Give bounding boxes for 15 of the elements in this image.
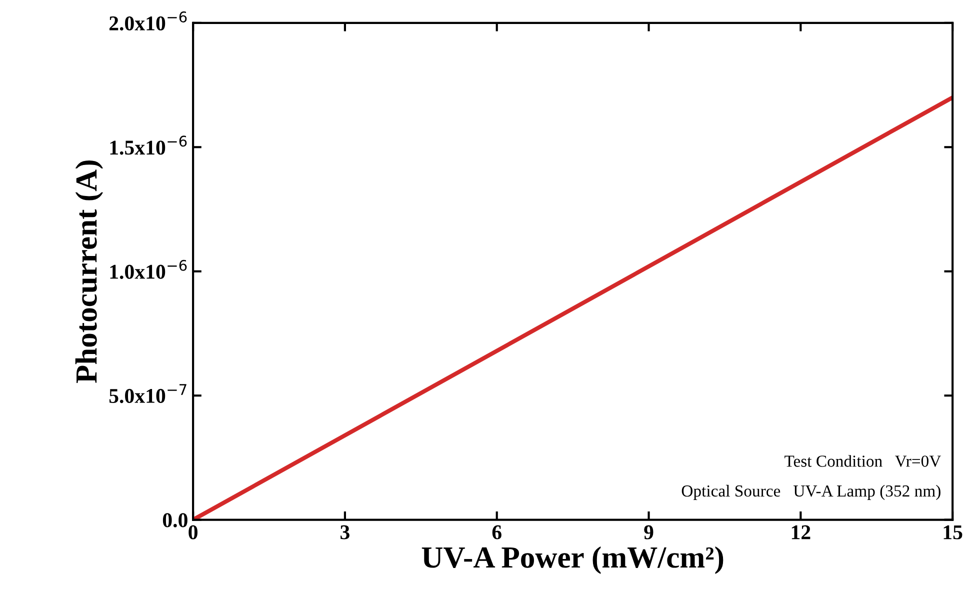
y-tick-label: 0.0 <box>162 513 188 528</box>
y-tick-label: 5.0x10$^{−7}$ <box>109 384 186 404</box>
y-tick-label: 1.0x10$^{−6}$ <box>110 260 187 279</box>
x-tick-label: 6 <box>492 525 502 540</box>
x-tick-label: 12 <box>792 525 810 540</box>
annotation: Test Condition Vr=0V <box>784 455 941 467</box>
y-tick-label: 2.0x10$^{−6}$ <box>109 11 187 31</box>
x-tick-label: 15 <box>944 525 962 540</box>
y-tick-label: 1.5x10$^{−6}$ <box>110 136 187 155</box>
x-axis-title: UV-A Power (mW/cm²) <box>422 546 724 574</box>
x-tick-label: 0 <box>188 525 198 540</box>
x-tick-label: 3 <box>340 525 350 540</box>
annotation: Optical Source UV-A Lamp (352 nm) <box>682 484 940 500</box>
x-tick-label: 9 <box>644 525 654 540</box>
y-axis-title: Photocurrent (A) <box>75 160 104 383</box>
